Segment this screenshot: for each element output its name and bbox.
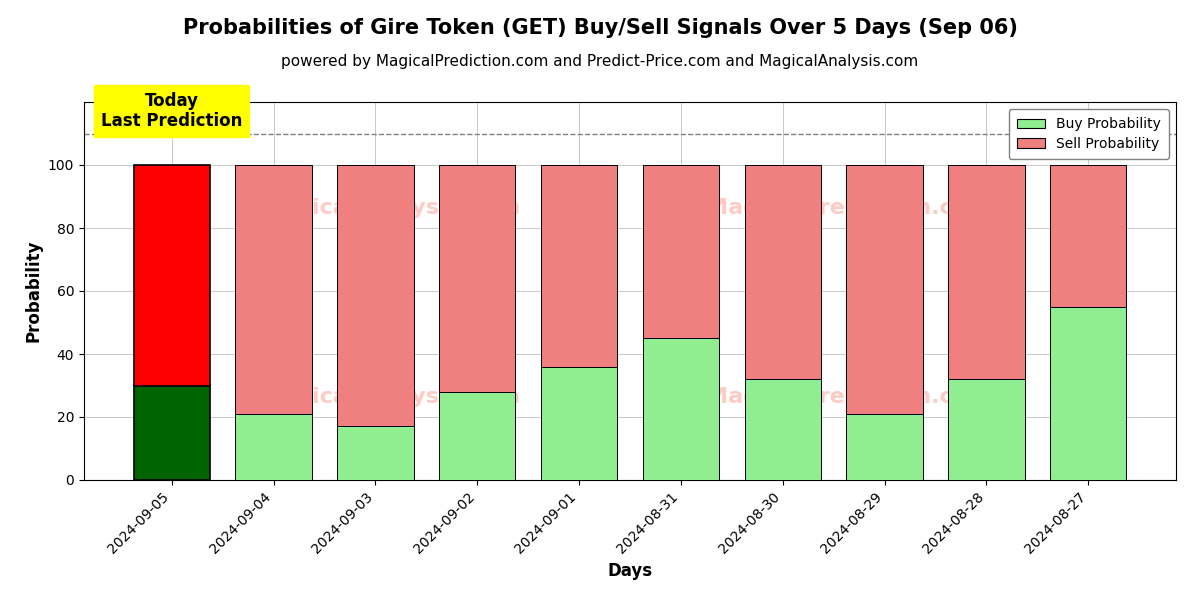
Text: MagicalAnalysis.com: MagicalAnalysis.com [259, 198, 521, 218]
Bar [1050, 307, 1127, 480]
Bar [133, 385, 210, 480]
Bar [235, 414, 312, 480]
Bar [643, 338, 719, 480]
Bar [643, 165, 719, 338]
Y-axis label: Probability: Probability [24, 240, 42, 342]
Bar [744, 165, 821, 379]
Bar [744, 379, 821, 480]
Text: powered by MagicalPrediction.com and Predict-Price.com and MagicalAnalysis.com: powered by MagicalPrediction.com and Pre… [281, 54, 919, 69]
Text: Today
Last Prediction: Today Last Prediction [101, 92, 242, 130]
Bar [439, 392, 516, 480]
Bar [948, 165, 1025, 379]
Text: MagicalPrediction.com: MagicalPrediction.com [706, 387, 991, 407]
Text: Probabilities of Gire Token (GET) Buy/Sell Signals Over 5 Days (Sep 06): Probabilities of Gire Token (GET) Buy/Se… [182, 18, 1018, 38]
Bar [337, 427, 414, 480]
Legend: Buy Probability, Sell Probability: Buy Probability, Sell Probability [1009, 109, 1169, 159]
Text: MagicalAnalysis.com: MagicalAnalysis.com [259, 387, 521, 407]
X-axis label: Days: Days [607, 562, 653, 580]
Bar [541, 367, 617, 480]
Bar [948, 379, 1025, 480]
Bar [1050, 165, 1127, 307]
Bar [846, 414, 923, 480]
Bar [235, 165, 312, 414]
Text: MagicalPrediction.com: MagicalPrediction.com [706, 198, 991, 218]
Bar [846, 165, 923, 414]
Bar [337, 165, 414, 427]
Bar [541, 165, 617, 367]
Bar [133, 165, 210, 385]
Bar [439, 165, 516, 392]
